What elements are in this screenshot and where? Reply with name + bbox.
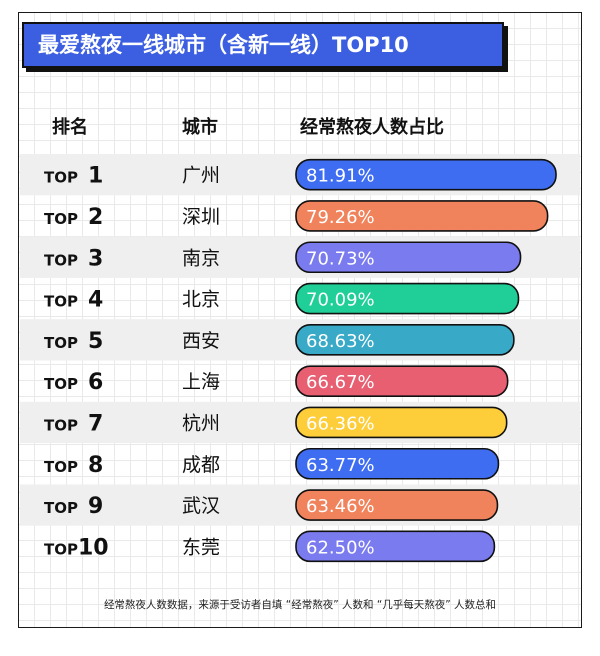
rank-label: TOP 7 <box>44 411 103 436</box>
bar <box>295 489 499 521</box>
bar <box>295 530 496 563</box>
rank-label: TOP 4 <box>44 288 103 313</box>
rank-label: TOP 2 <box>44 205 103 230</box>
header-city: 城市 <box>182 117 218 138</box>
bar <box>295 365 509 397</box>
city-label: 南京 <box>182 247 220 269</box>
value-label: 66.67% <box>306 372 375 393</box>
rank-label: TOP 1 <box>44 164 103 189</box>
value-label: 63.46% <box>306 496 375 517</box>
rank-label: TOP 3 <box>44 246 103 271</box>
footnote: 经常熬夜人数数据，来源于受访者自填 “经常熬夜” 人数和 “几乎每天熬夜” 人数… <box>103 599 497 611</box>
rank-label: TOP 8 <box>44 453 103 478</box>
city-label: 上海 <box>182 371 220 393</box>
rank-label: TOP 9 <box>44 494 103 519</box>
city-label: 东莞 <box>182 536 220 558</box>
city-label: 武汉 <box>182 495 220 517</box>
value-label: 70.73% <box>306 248 375 269</box>
city-label: 北京 <box>182 289 220 311</box>
bar <box>295 406 508 439</box>
value-label: 68.63% <box>306 331 375 352</box>
value-label: 70.09% <box>306 290 375 311</box>
city-label: 西安 <box>182 330 220 352</box>
value-label: 81.91% <box>306 166 375 187</box>
city-label: 成都 <box>182 454 220 476</box>
bar <box>295 158 557 191</box>
value-label: 79.26% <box>306 207 375 228</box>
value-label: 63.77% <box>306 455 375 476</box>
bar <box>295 447 500 480</box>
bar <box>295 282 520 315</box>
bar <box>295 241 522 274</box>
rank-label: TOP10 <box>44 535 109 560</box>
header-rank: 排名 <box>52 117 88 138</box>
city-label: 广州 <box>182 165 220 187</box>
bar <box>295 200 549 232</box>
title-banner: 最爱熬夜一线城市（含新一线）TOP10 <box>22 22 504 68</box>
city-label: 深圳 <box>182 206 220 228</box>
rank-label: TOP 6 <box>44 370 103 395</box>
value-label: 62.50% <box>306 537 375 558</box>
value-label: 66.36% <box>306 413 375 434</box>
bar <box>295 324 515 356</box>
header-value: 经常熬夜人数占比 <box>300 117 444 138</box>
chart-title: 最爱熬夜一线城市（含新一线）TOP10 <box>38 33 409 57</box>
city-label: 杭州 <box>182 412 220 434</box>
rank-label: TOP 5 <box>44 329 103 354</box>
